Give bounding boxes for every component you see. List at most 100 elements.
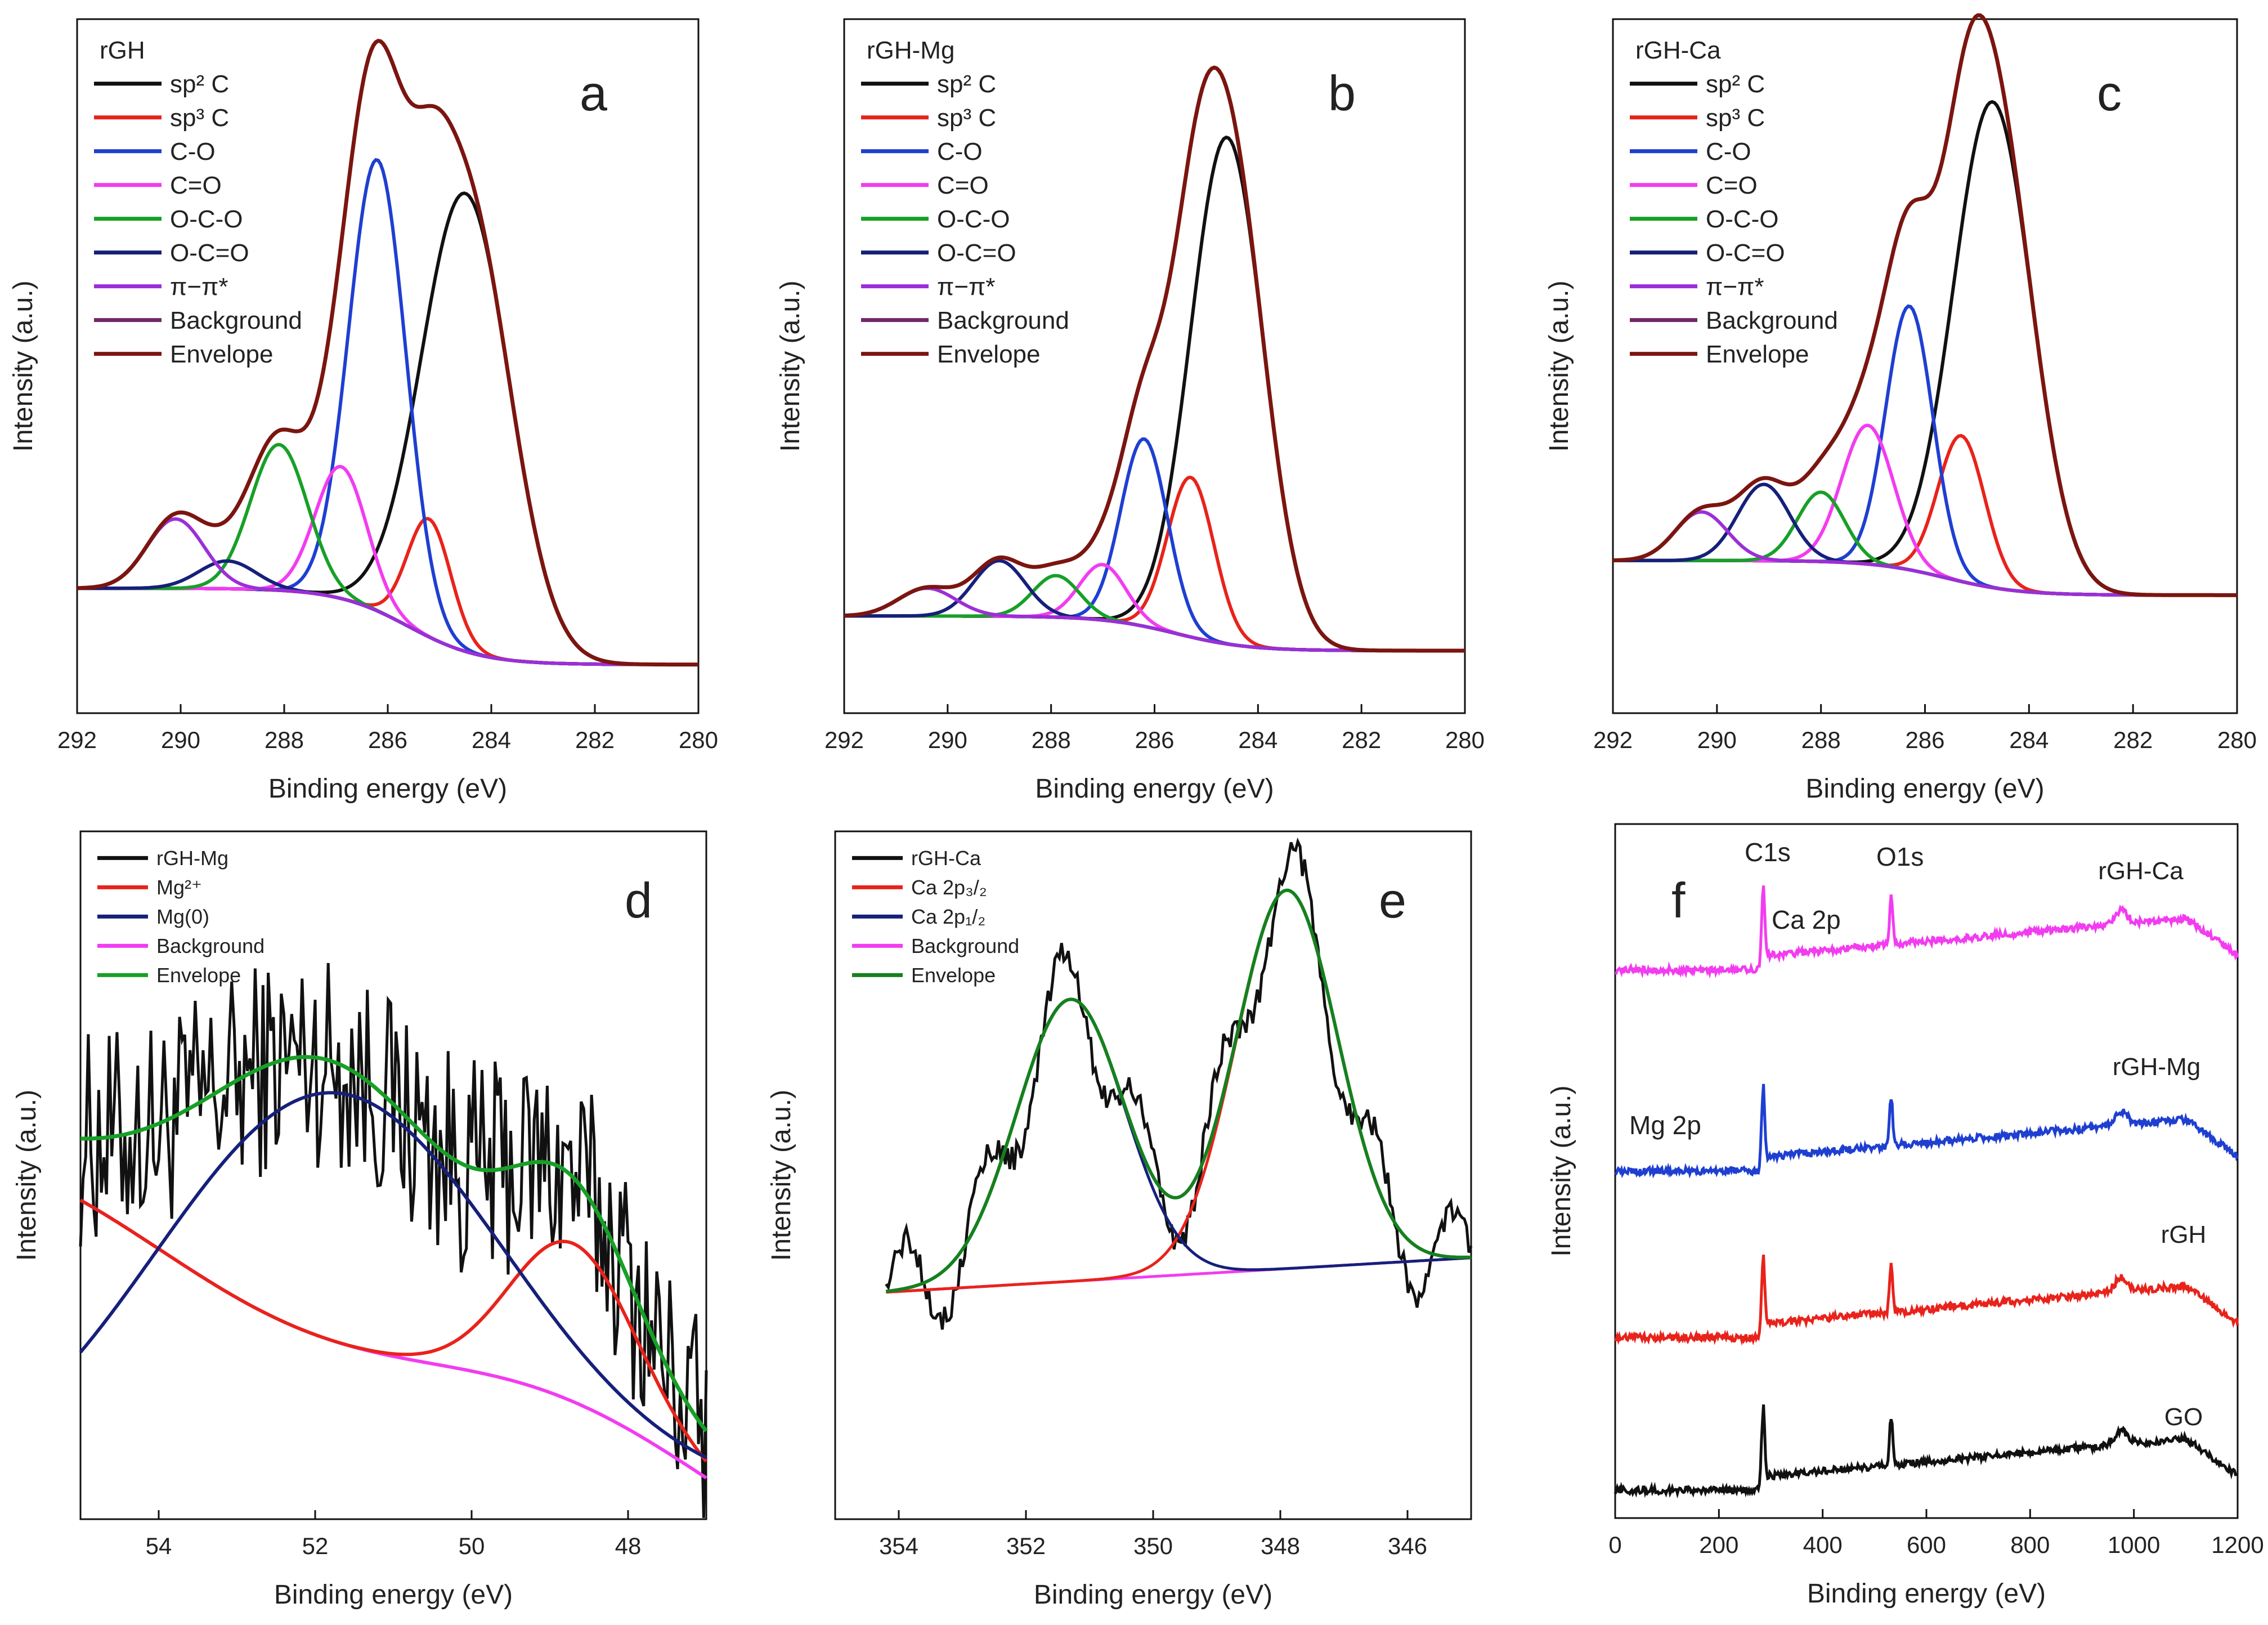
- mg0-peak-d: [79, 1091, 707, 1460]
- x-axis-label-e: Binding energy (eV): [1034, 1580, 1272, 1610]
- legend-label-b: C-O: [937, 138, 983, 165]
- x-tick-label-e: 354: [879, 1533, 918, 1559]
- series-label-rgh-mg: rGH-Mg: [2113, 1053, 2200, 1081]
- legend-label-d: rGH-Mg: [156, 847, 228, 870]
- legend-label-a: sp³ C: [170, 104, 229, 132]
- raw-spectrum-e: [885, 837, 1473, 1330]
- envelope-curve-e: [886, 888, 1472, 1293]
- legend-label-a: sp² C: [170, 70, 229, 98]
- x-tick-label-a: 286: [368, 727, 407, 753]
- legend-label-c: C-O: [1706, 138, 1751, 165]
- legend-label-b: sp² C: [937, 70, 996, 98]
- envelope-curve-d: [80, 1055, 708, 1432]
- raw-spectrum-d: [79, 963, 708, 1518]
- x-tick-label-b: 280: [1445, 727, 1485, 753]
- legend-label-e: Ca 2p₃/₂: [911, 876, 987, 899]
- x-tick-label-b: 290: [928, 727, 967, 753]
- legend-label-e: Background: [911, 934, 1019, 957]
- x-tick-label-e: 352: [1006, 1533, 1046, 1559]
- envelope-curve-c: [1612, 13, 2237, 597]
- legend-label-b: sp³ C: [937, 104, 996, 132]
- legend-label-c: C=O: [1706, 172, 1758, 199]
- legend-label-a: O-C-O: [170, 205, 243, 233]
- legend-label-d: Mg(0): [156, 905, 209, 928]
- y-axis-label-e: Intensity (a.u.): [767, 1090, 796, 1261]
- legend-label-c: π−π*: [1706, 273, 1764, 301]
- panel-f-survey: 0 200 400 600 800 1000 1200 Binding energy (eV)…: [1547, 823, 2264, 1609]
- label-mg2p: Mg 2p: [1629, 1111, 1701, 1140]
- series-label-rgh: rGH: [2161, 1221, 2207, 1248]
- survey-series-f: [1615, 885, 2239, 979]
- legend-label-e: Ca 2p₁/₂: [911, 905, 985, 928]
- survey-series-f: [1614, 1084, 2239, 1179]
- legend-label-a: Background: [170, 307, 302, 334]
- x-axis-label-d: Binding energy (eV): [274, 1580, 513, 1610]
- x-tick-label-b: 292: [824, 727, 864, 753]
- panel-a-c1s-rgh: 292 290 288 286 284 282 280 Binding energy (eV)…: [8, 18, 718, 804]
- x-tick-label-c: 288: [1801, 727, 1841, 753]
- legend-label-a: C-O: [170, 138, 216, 165]
- legend-label-e: rGH-Ca: [911, 847, 981, 870]
- y-axis-label-f: Intensity (a.u.): [1547, 1085, 1576, 1256]
- survey-series-f: [1613, 1404, 2238, 1499]
- x-tick-label-e: 348: [1261, 1533, 1300, 1559]
- series-label-go: GO: [2164, 1403, 2203, 1431]
- legend-label-c: sp² C: [1706, 70, 1765, 98]
- legend-label-d: Mg²⁺: [156, 876, 202, 899]
- panel-letter-e: e: [1379, 872, 1406, 928]
- legend-label-a: Envelope: [170, 341, 273, 368]
- y-axis-label-a: Intensity (a.u.): [8, 280, 38, 451]
- legend-label-b: Envelope: [937, 341, 1040, 368]
- panel-letter-b: b: [1328, 65, 1356, 121]
- x-tick-label-f: 200: [1699, 1532, 1738, 1558]
- panel-d-mg2p: 54 52 50 48 Binding energy (eV) Intensity (a.…: [12, 830, 708, 1610]
- legend-label-b: O-C=O: [937, 239, 1016, 267]
- series-label-rgh-ca: rGH-Ca: [2098, 857, 2184, 885]
- x-tick-label-f: 1200: [2211, 1532, 2263, 1558]
- panel-letter-d: d: [625, 872, 652, 928]
- x-axis-label-a: Binding energy (eV): [268, 774, 507, 804]
- panel-letter-f: f: [1671, 872, 1686, 928]
- x-tick-label-e: 350: [1133, 1533, 1173, 1559]
- survey-series-f: [1613, 1254, 2239, 1346]
- plot-frame-d: [79, 830, 707, 1520]
- legend-label-c: O-C=O: [1706, 239, 1785, 267]
- panel-letter-c: c: [2097, 65, 2122, 121]
- label-o1s: O1s: [1876, 842, 1924, 871]
- legend-label-c: O-C-O: [1706, 205, 1779, 233]
- legend-title-c: rGH-Ca: [1635, 37, 1721, 64]
- legend-label-c: sp³ C: [1706, 104, 1765, 132]
- legend-label-c: Background: [1706, 307, 1838, 334]
- x-tick-label-b: 282: [1342, 727, 1381, 753]
- x-tick-label-c: 282: [2113, 727, 2153, 753]
- y-axis-label-b: Intensity (a.u.): [776, 280, 805, 451]
- envelope-curve-b: [844, 65, 1465, 653]
- legend-label-a: O-C=O: [170, 239, 249, 267]
- panel-b-c1s-rgh-mg: 292 290 288 286 284 282 280 Binding energy (eV)…: [776, 18, 1485, 804]
- legend-title-b: rGH-Mg: [867, 37, 954, 64]
- panel-c-c1s-rgh-ca: 292 290 288 286 284 282 280 Binding energy (eV)…: [1544, 13, 2257, 804]
- x-tick-label-a: 292: [57, 727, 97, 753]
- y-axis-label-c: Intensity (a.u.): [1544, 280, 1574, 451]
- x-tick-label-d: 50: [459, 1533, 485, 1559]
- x-tick-label-c: 290: [1697, 727, 1737, 753]
- legend-label-a: C=O: [170, 172, 222, 199]
- x-tick-label-f: 0: [1608, 1532, 1621, 1558]
- x-tick-label-b: 288: [1032, 727, 1071, 753]
- mg2-peak-d: [79, 1198, 708, 1463]
- envelope-curve-a: [77, 38, 698, 667]
- x-tick-label-c: 280: [2217, 727, 2257, 753]
- x-tick-label-e: 346: [1388, 1533, 1427, 1559]
- x-tick-label-a: 282: [575, 727, 615, 753]
- x-axis-label-f: Binding energy (eV): [1807, 1579, 2046, 1609]
- legend-label-a: π−π*: [170, 273, 228, 301]
- legend-label-b: O-C-O: [937, 205, 1010, 233]
- x-axis-label-b: Binding energy (eV): [1035, 774, 1274, 804]
- legend-label-d: Envelope: [156, 964, 241, 987]
- component-peak-a: [77, 517, 698, 666]
- x-tick-label-d: 52: [302, 1533, 329, 1559]
- label-ca2p: Ca 2p: [1772, 905, 1841, 934]
- x-tick-label-c: 284: [2009, 727, 2049, 753]
- x-axis-label-c: Binding energy (eV): [1805, 774, 2044, 804]
